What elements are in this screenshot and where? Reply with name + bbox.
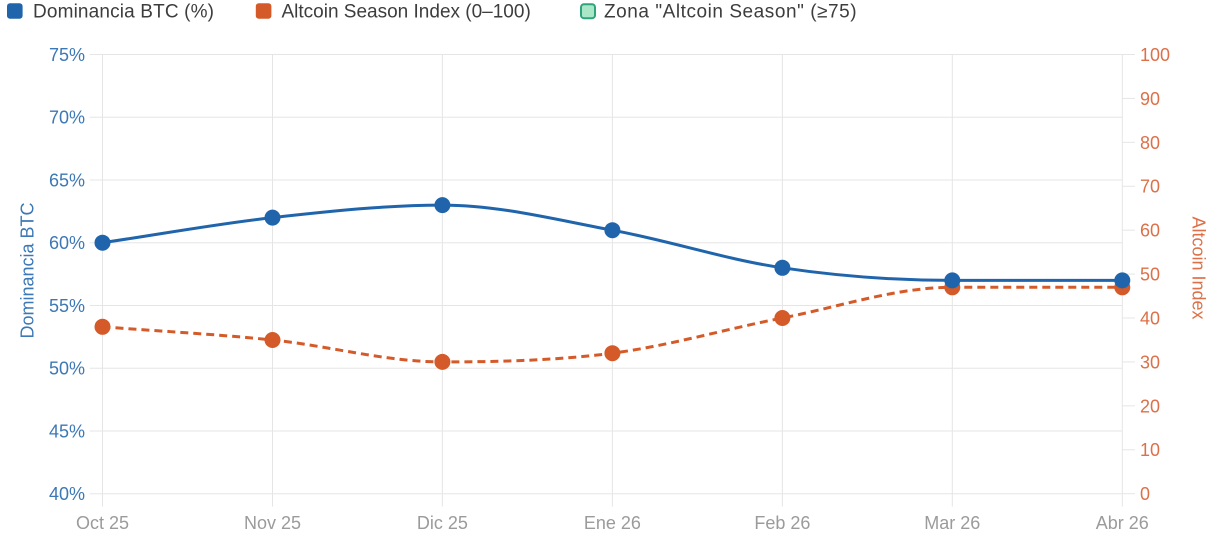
svg-text:55%: 55% [49,296,85,316]
svg-text:Dominancia BTC: Dominancia BTC [17,202,37,338]
svg-text:Ene 26: Ene 26 [584,513,641,533]
svg-text:Dominancia BTC (%): Dominancia BTC (%) [33,2,214,23]
svg-text:Nov 25: Nov 25 [244,513,301,533]
svg-text:40: 40 [1140,309,1160,329]
svg-text:Altcoin Index: Altcoin Index [1189,216,1209,319]
svg-text:0: 0 [1140,484,1150,504]
svg-text:75%: 75% [49,45,85,65]
svg-text:20: 20 [1140,396,1160,416]
svg-text:50%: 50% [49,359,85,379]
svg-text:80: 80 [1140,133,1160,153]
svg-text:70%: 70% [49,108,85,128]
svg-text:50: 50 [1140,265,1160,285]
svg-text:Oct 25: Oct 25 [76,513,129,533]
svg-text:90: 90 [1140,89,1160,109]
svg-text:Feb 26: Feb 26 [754,513,810,533]
svg-text:60%: 60% [49,233,85,253]
svg-text:Abr 26: Abr 26 [1096,513,1149,533]
svg-text:100: 100 [1140,45,1170,65]
svg-text:Mar 26: Mar 26 [924,513,980,533]
svg-text:45%: 45% [49,421,85,441]
svg-text:40%: 40% [49,484,85,504]
svg-text:10: 10 [1140,440,1160,460]
svg-text:70: 70 [1140,177,1160,197]
svg-text:65%: 65% [49,170,85,190]
svg-text:30: 30 [1140,352,1160,372]
svg-text:60: 60 [1140,221,1160,241]
svg-text:Dic 25: Dic 25 [417,513,468,533]
svg-text:Zona "Altcoin Season" (≥75): Zona "Altcoin Season" (≥75) [604,2,857,23]
svg-text:Altcoin Season Index (0–100): Altcoin Season Index (0–100) [282,2,531,23]
